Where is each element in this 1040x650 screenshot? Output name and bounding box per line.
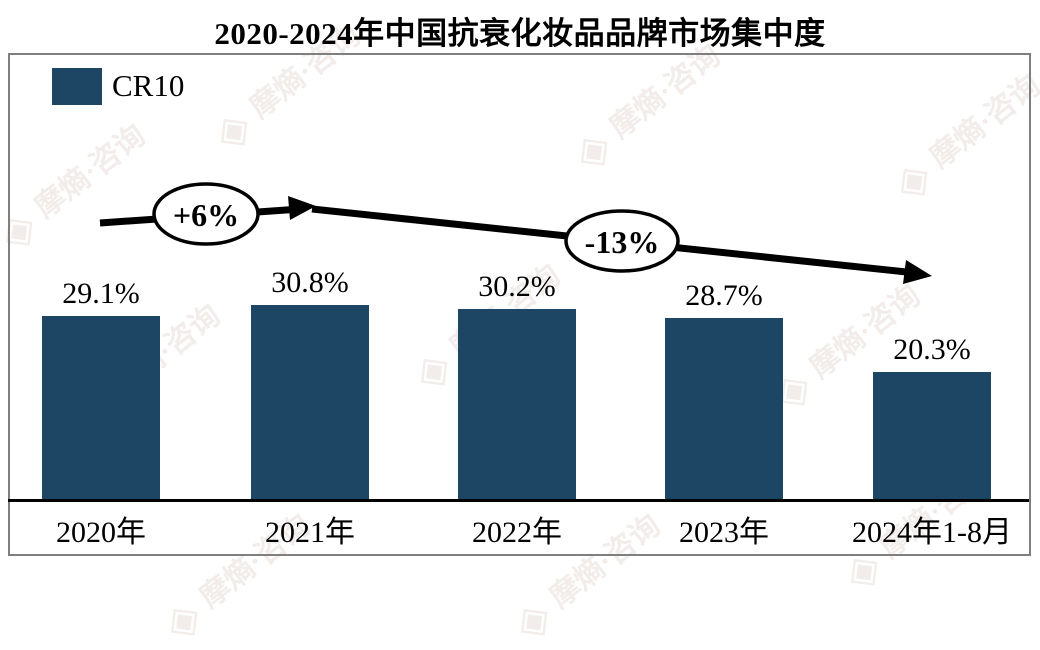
bar-plot: 29.1% 2020年 30.8% 2021年 30.2% 2022年 28.7% 2023年… xyxy=(42,266,1012,549)
bar-2022年 xyxy=(458,309,576,501)
x-axis-label: 2023年 xyxy=(679,516,769,549)
x-axis-label: 2024年1-8月 xyxy=(852,516,1012,549)
bar-value-label: 20.3% xyxy=(893,333,971,366)
bar-value-label: 30.8% xyxy=(271,266,349,299)
bar-value-label: 28.7% xyxy=(685,279,763,312)
chart-title: 2020-2024年中国抗衰化妆品品牌市场集中度 xyxy=(214,16,826,51)
bar-2021年 xyxy=(251,305,369,501)
bar-2024年1-8月 xyxy=(873,372,991,501)
x-axis-label: 2020年 xyxy=(56,516,146,549)
x-axis-label: 2022年 xyxy=(472,516,562,549)
bar-2023年 xyxy=(665,318,783,501)
chart-frame xyxy=(8,53,1031,556)
legend-swatch xyxy=(52,67,102,105)
bar-2020年 xyxy=(42,316,160,501)
legend: CR10 xyxy=(52,66,184,106)
bar-value-label: 29.1% xyxy=(62,277,140,310)
x-axis-label: 2021年 xyxy=(265,516,355,549)
watermark-logo-icon: ◈ xyxy=(153,587,214,650)
x-axis-line xyxy=(8,499,1029,502)
bar-value-label: 30.2% xyxy=(478,270,556,303)
legend-label: CR10 xyxy=(112,68,185,103)
watermark-logo-icon: ◈ xyxy=(503,587,564,650)
